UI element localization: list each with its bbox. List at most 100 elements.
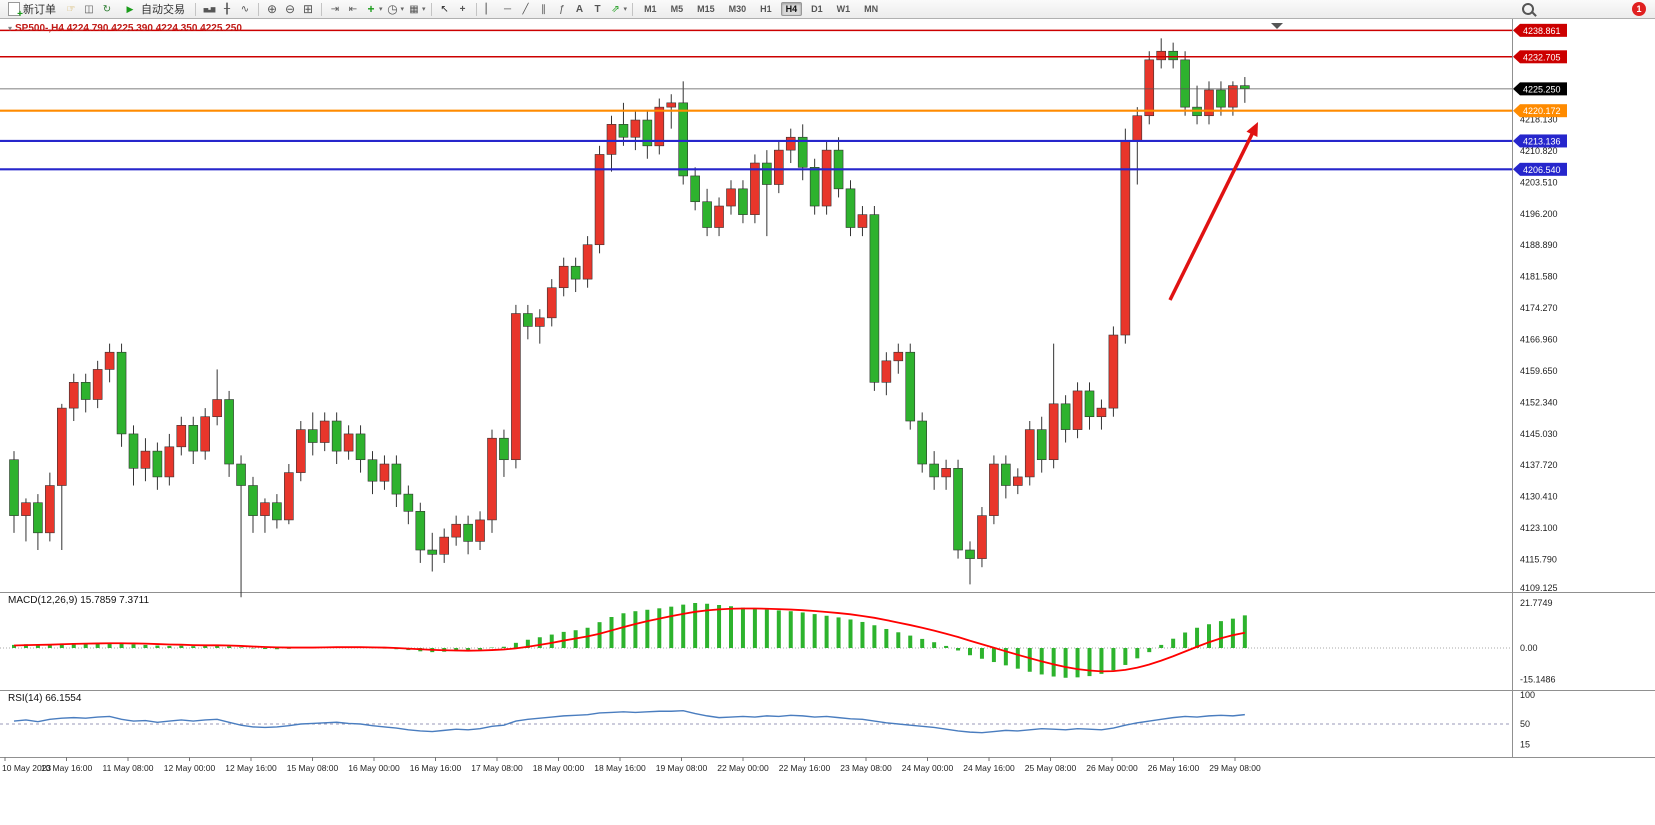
svg-text:10 May 2023: 10 May 2023 [2, 763, 51, 773]
svg-text:4152.340: 4152.340 [1520, 397, 1558, 407]
svg-text:22 May 16:00: 22 May 16:00 [779, 763, 831, 773]
candlestick-chart-icon[interactable]: ╂ [223, 3, 231, 15]
cursor-icon[interactable]: ↖ [440, 3, 449, 15]
toolbar-separator [195, 2, 196, 16]
svg-text:15 May 08:00: 15 May 08:00 [287, 763, 339, 773]
svg-text:4174.270: 4174.270 [1520, 303, 1558, 313]
svg-text:26 May 00:00: 26 May 00:00 [1086, 763, 1138, 773]
trendline-tool-icon[interactable]: ╱ [522, 3, 529, 15]
svg-text:0.00: 0.00 [1520, 643, 1538, 653]
svg-text:4203.510: 4203.510 [1520, 177, 1558, 187]
svg-text:16 May 16:00: 16 May 16:00 [410, 763, 462, 773]
svg-text:24 May 00:00: 24 May 00:00 [902, 763, 954, 773]
auto-trading-button[interactable]: ▶ 自动交易 [117, 1, 190, 17]
zoom-in-icon[interactable]: ⊕ [266, 2, 278, 16]
svg-text:50: 50 [1520, 719, 1530, 729]
arrows-dropdown-icon[interactable]: ▾ [623, 6, 628, 13]
timeframe-h4[interactable]: H4 [780, 2, 803, 16]
svg-text:15: 15 [1520, 739, 1530, 749]
timeframe-h1[interactable]: H1 [755, 2, 777, 16]
svg-text:4218.130: 4218.130 [1520, 114, 1558, 124]
svg-text:4232.705: 4232.705 [1523, 52, 1561, 62]
line-chart-icon[interactable]: ∿ [240, 3, 250, 15]
templates-icon[interactable]: ▦ [409, 3, 419, 15]
refresh-icon[interactable]: ↻ [102, 3, 112, 15]
timeframe-m5[interactable]: M5 [666, 2, 689, 16]
svg-text:4145.030: 4145.030 [1520, 429, 1558, 439]
svg-text:4238.861: 4238.861 [1523, 26, 1561, 36]
arrows-tool-icon[interactable]: ⇗ [611, 3, 620, 15]
chart-title: ▾ SP500-,H4 4224.790 4225.390 4224.350 42… [8, 23, 242, 34]
text-label-tool-icon[interactable]: T [594, 3, 601, 15]
svg-text:11 May 08:00: 11 May 08:00 [103, 763, 154, 773]
svg-text:26 May 16:00: 26 May 16:00 [1148, 763, 1200, 773]
svg-text:-15.1486: -15.1486 [1520, 674, 1556, 684]
bar-chart-icon[interactable]: ▅▃▆ [203, 6, 216, 13]
timeframe-m1[interactable]: M1 [639, 2, 662, 16]
chart-shift-marker-icon[interactable] [1271, 23, 1283, 29]
svg-text:12 May 16:00: 12 May 16:00 [225, 763, 277, 773]
timeframe-mn[interactable]: MN [859, 2, 883, 16]
trend-arrow-annotation[interactable] [1168, 122, 1258, 301]
auto-scroll-icon[interactable]: ⇥ [330, 3, 340, 15]
chart-window-icon[interactable]: ◫ [84, 3, 94, 15]
horizontal-lines-group[interactable] [0, 29, 1512, 171]
timeframe-m30[interactable]: M30 [724, 2, 752, 16]
channel-tool-icon[interactable]: ∥ [541, 3, 547, 15]
svg-text:4166.960: 4166.960 [1520, 334, 1558, 344]
new-order-button[interactable]: 新订单 [3, 1, 61, 20]
search-icon[interactable] [1522, 3, 1534, 15]
svg-text:4109.125: 4109.125 [1520, 583, 1558, 593]
periods-clock-icon[interactable]: ◷ [387, 2, 398, 16]
chart-shift-icon[interactable]: ⇤ [348, 3, 358, 15]
svg-text:10 May 16:00: 10 May 16:00 [41, 763, 93, 773]
toolbar-separator [632, 2, 634, 16]
macd-indicator-label: MACD(12,26,9) 15.7859 7.3711 [8, 595, 150, 606]
svg-text:17 May 08:00: 17 May 08:00 [471, 763, 523, 773]
toolbar-separator [475, 2, 477, 16]
svg-text:18 May 16:00: 18 May 16:00 [594, 763, 646, 773]
vertical-line-tool-icon[interactable]: ▏ [485, 3, 494, 15]
svg-text:24 May 16:00: 24 May 16:00 [963, 763, 1015, 773]
svg-text:12 May 00:00: 12 May 00:00 [164, 763, 216, 773]
periods-dropdown-icon[interactable]: ▾ [400, 6, 405, 13]
timeframe-m15[interactable]: M15 [692, 2, 720, 16]
panel-frame [0, 19, 1655, 758]
chart-ohlc-values: 4224.790 4225.390 4224.350 4225.250 [66, 23, 242, 34]
svg-text:19 May 08:00: 19 May 08:00 [656, 763, 708, 773]
svg-text:4188.890: 4188.890 [1520, 240, 1558, 250]
chart-collapse-icon[interactable]: ▾ [8, 24, 13, 33]
svg-text:4115.790: 4115.790 [1520, 555, 1557, 565]
zoom-out-icon[interactable]: ⊖ [284, 2, 296, 16]
chart-symbol-period: SP500-,H4 [15, 23, 64, 34]
macd-panel: 21.7749 0.00 -15.1486 [0, 598, 1556, 684]
add-indicator-icon[interactable]: + [367, 2, 375, 16]
candles-group [9, 38, 1250, 598]
svg-text:29 May 08:00: 29 May 08:00 [1209, 763, 1261, 773]
crosshair-icon[interactable]: + [459, 3, 466, 15]
text-tool-icon[interactable]: A [575, 3, 584, 15]
timeframe-d1[interactable]: D1 [806, 2, 828, 16]
svg-text:4123.100: 4123.100 [1520, 523, 1558, 533]
rsi-panel: 100 50 15 [0, 690, 1535, 749]
svg-text:4206.540: 4206.540 [1523, 165, 1561, 175]
svg-text:25 May 08:00: 25 May 08:00 [1025, 763, 1077, 773]
svg-text:4181.580: 4181.580 [1520, 272, 1558, 282]
svg-text:4137.720: 4137.720 [1520, 460, 1558, 470]
add-indicator-dropdown-icon[interactable]: ▾ [379, 6, 383, 13]
tile-windows-icon[interactable]: ⊞ [302, 2, 314, 16]
fibonacci-tool-icon[interactable]: ƒ [558, 3, 565, 15]
notification-badge[interactable]: 1 [1632, 2, 1646, 16]
price-scale[interactable]: 4218.130 4210.820 4203.510 4196.200 4188.890… [1513, 23, 1567, 593]
svg-text:4130.410: 4130.410 [1520, 492, 1558, 502]
horizontal-line-tool-icon[interactable]: ─ [504, 3, 512, 15]
hand-pointer-icon[interactable]: ☞ [66, 3, 76, 15]
svg-text:4213.136: 4213.136 [1523, 136, 1561, 146]
new-order-icon [8, 2, 23, 20]
templates-dropdown-icon[interactable]: ▾ [422, 6, 426, 13]
new-order-label: 新订单 [23, 4, 56, 16]
timeframe-w1[interactable]: W1 [832, 2, 856, 16]
